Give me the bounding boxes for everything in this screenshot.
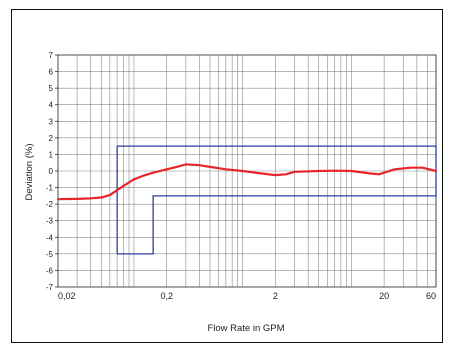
y-tick-label: -6 (46, 266, 54, 275)
y-tick-label: -4 (46, 233, 54, 242)
y-tick-label: 1 (49, 150, 54, 159)
y-tick-label: 0 (49, 167, 54, 176)
x-tick-label: 0,02 (58, 291, 76, 301)
y-tick-label: 6 (49, 68, 54, 77)
y-tick-label: 5 (49, 84, 54, 93)
y-tick-label: -7 (46, 283, 54, 292)
deviation-series-line-0 (56, 163, 438, 201)
x-tick-label: 20 (379, 291, 389, 301)
tolerance-envelope-layer (116, 145, 437, 255)
y-tick-label: -5 (46, 250, 54, 259)
y-tick-label: -3 (46, 217, 54, 226)
x-tick-label: 60 (426, 291, 436, 301)
tolerance-envelope (116, 145, 437, 255)
y-tick-label: -1 (46, 184, 54, 193)
y-tick-label: 3 (49, 117, 54, 126)
x-tick-label: 0,2 (160, 291, 173, 301)
grid (55, 54, 437, 288)
x-tick-label: 2 (273, 291, 278, 301)
x-tick-labels: 0,02 0,2 2 20 60 (58, 291, 436, 301)
y-tick-label: 7 (49, 51, 54, 60)
y-tick-label: -2 (46, 200, 54, 209)
y-tick-labels: 7 6 5 4 3 2 1 0 -1 -2 -3 -4 -5 -6 -7 (46, 51, 54, 292)
series-layer (56, 163, 438, 201)
y-tick-label: 4 (49, 101, 54, 110)
x-axis-label: Flow Rate in GPM (207, 323, 284, 334)
y-tick-label: 2 (49, 134, 54, 143)
y-axis-label: Deviation (%) (24, 143, 35, 200)
